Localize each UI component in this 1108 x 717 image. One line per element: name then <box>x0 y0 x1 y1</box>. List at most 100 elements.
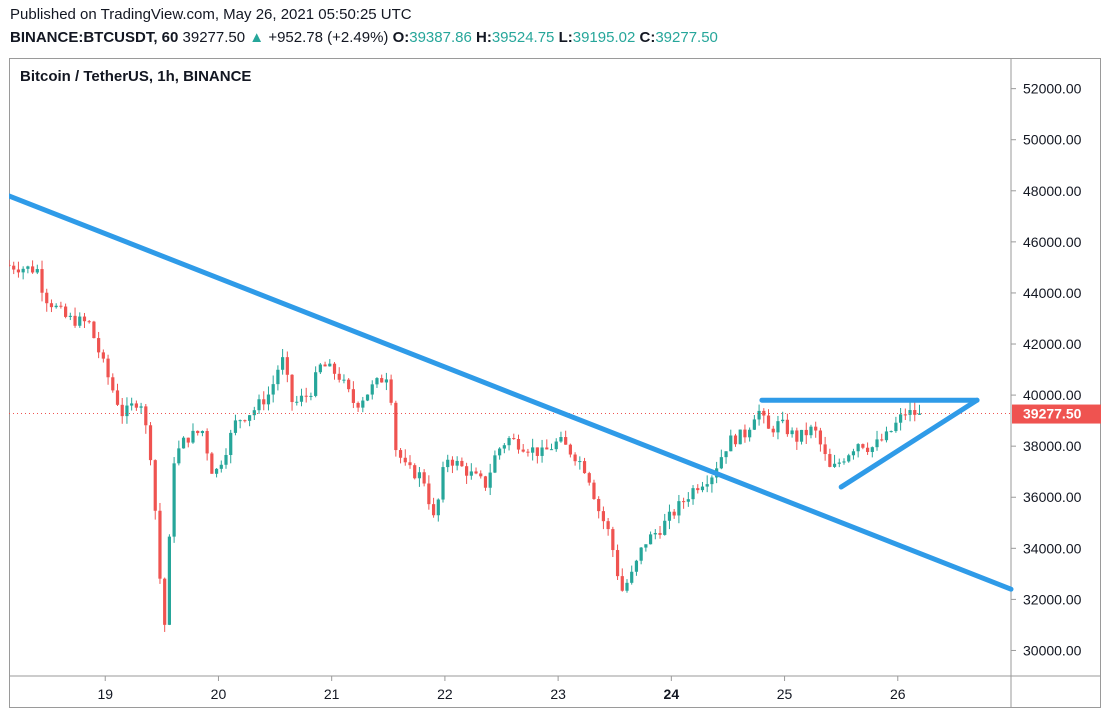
candle-body <box>856 444 860 452</box>
candle-body <box>375 378 379 385</box>
candle-body <box>677 501 681 516</box>
candle-body <box>323 364 327 367</box>
y-tick-label: 48000.00 <box>1023 183 1082 199</box>
y-tick-label: 32000.00 <box>1023 591 1082 607</box>
last-price-text: 39277.50 <box>182 29 246 46</box>
candle-body <box>521 449 525 452</box>
candle-body <box>361 400 365 408</box>
candle-body <box>115 390 120 405</box>
candle-body <box>630 571 634 583</box>
candle-body <box>851 451 856 456</box>
candle-body <box>12 265 16 270</box>
candle-body <box>908 410 912 415</box>
symbol-info-line: BINANCE:BTCUSDT, 60 39277.50 ▲ +952.78 (… <box>10 29 718 46</box>
candle-body <box>658 533 662 535</box>
candle-body <box>535 447 539 456</box>
candle-body <box>847 455 851 462</box>
candle-body <box>431 504 436 516</box>
candle-body <box>210 453 214 474</box>
candle-body <box>384 379 389 383</box>
last-price-label: 39277.50 <box>1023 406 1082 422</box>
candle-body <box>837 462 841 464</box>
candle-body <box>639 547 643 561</box>
candle-body <box>9 264 11 266</box>
candle-body <box>139 406 143 408</box>
candle-body <box>672 511 676 516</box>
candle-body <box>870 447 874 452</box>
candle-body <box>200 430 205 434</box>
candlestick-chart[interactable]: 52000.00 50000.00 48000.00 46000.00 44000.00… <box>9 58 1101 708</box>
candle-body <box>757 410 761 420</box>
candle-body <box>229 432 233 455</box>
candle-body <box>130 403 134 406</box>
candle-body <box>903 414 907 416</box>
candle-body <box>26 266 30 269</box>
candle-body <box>365 394 370 401</box>
candle-body <box>318 364 322 373</box>
candle-body <box>507 438 511 446</box>
candle-body <box>446 459 450 468</box>
close-value: 39277.50 <box>655 29 718 46</box>
y-tick-label: 52000.00 <box>1023 81 1082 97</box>
candle-body <box>493 455 497 473</box>
symbol-label: BINANCE:BTCUSDT, 60 <box>10 29 179 46</box>
candle-body <box>865 447 870 452</box>
candle-body <box>880 439 884 441</box>
candle-body <box>233 420 238 433</box>
candle-body <box>809 426 813 436</box>
candle-body <box>73 315 77 326</box>
candle-body <box>498 448 502 456</box>
candle-body <box>743 429 747 438</box>
y-tick-label: 46000.00 <box>1023 234 1082 250</box>
x-tick-label: 24 <box>664 686 680 702</box>
candle-body <box>16 269 21 273</box>
candle-body <box>799 429 804 442</box>
candle-body <box>545 447 549 450</box>
candle-body <box>21 268 25 273</box>
candle-body <box>295 401 299 403</box>
candle-body <box>413 465 417 479</box>
high-value: 39524.75 <box>491 29 555 46</box>
candle-body <box>30 266 35 273</box>
candle-body <box>167 536 171 625</box>
candle-body <box>705 484 709 487</box>
candle-body <box>59 305 63 307</box>
candle-body <box>314 372 318 396</box>
up-arrow-icon: ▲ <box>249 29 265 46</box>
candle-body <box>738 429 742 445</box>
published-line: Published on TradingView.com, May 26, 20… <box>10 6 412 23</box>
candle-body <box>540 447 544 456</box>
trendline-descending <box>9 193 1014 592</box>
candle-body <box>762 410 766 416</box>
candle-body <box>106 358 110 378</box>
candle-body <box>304 395 308 397</box>
candle-body <box>436 499 440 516</box>
candle-body <box>889 431 893 433</box>
candle-body <box>144 406 148 426</box>
candle-body <box>913 410 917 415</box>
candle-body <box>290 374 294 403</box>
candle-body <box>564 437 568 445</box>
candle-body <box>45 292 49 304</box>
candle-body <box>861 444 865 448</box>
candle-body <box>148 425 153 461</box>
candle-body <box>502 445 506 449</box>
candle-body <box>87 321 91 323</box>
candle-body <box>578 461 582 463</box>
candle-body <box>243 420 247 422</box>
candle-body <box>781 419 785 422</box>
low-value: 39195.02 <box>572 29 636 46</box>
candle-body <box>606 521 610 530</box>
candle-body <box>686 499 690 502</box>
candle-body <box>620 576 624 591</box>
candle-body <box>191 430 195 443</box>
candle-body <box>842 461 846 463</box>
candle-body <box>455 460 459 466</box>
candle-body <box>771 428 775 433</box>
candle-body <box>427 483 431 505</box>
candle-body <box>219 464 223 469</box>
candle-body <box>163 578 167 625</box>
candle-body <box>342 379 346 381</box>
candle-body <box>120 404 124 417</box>
candle-body <box>82 316 87 322</box>
